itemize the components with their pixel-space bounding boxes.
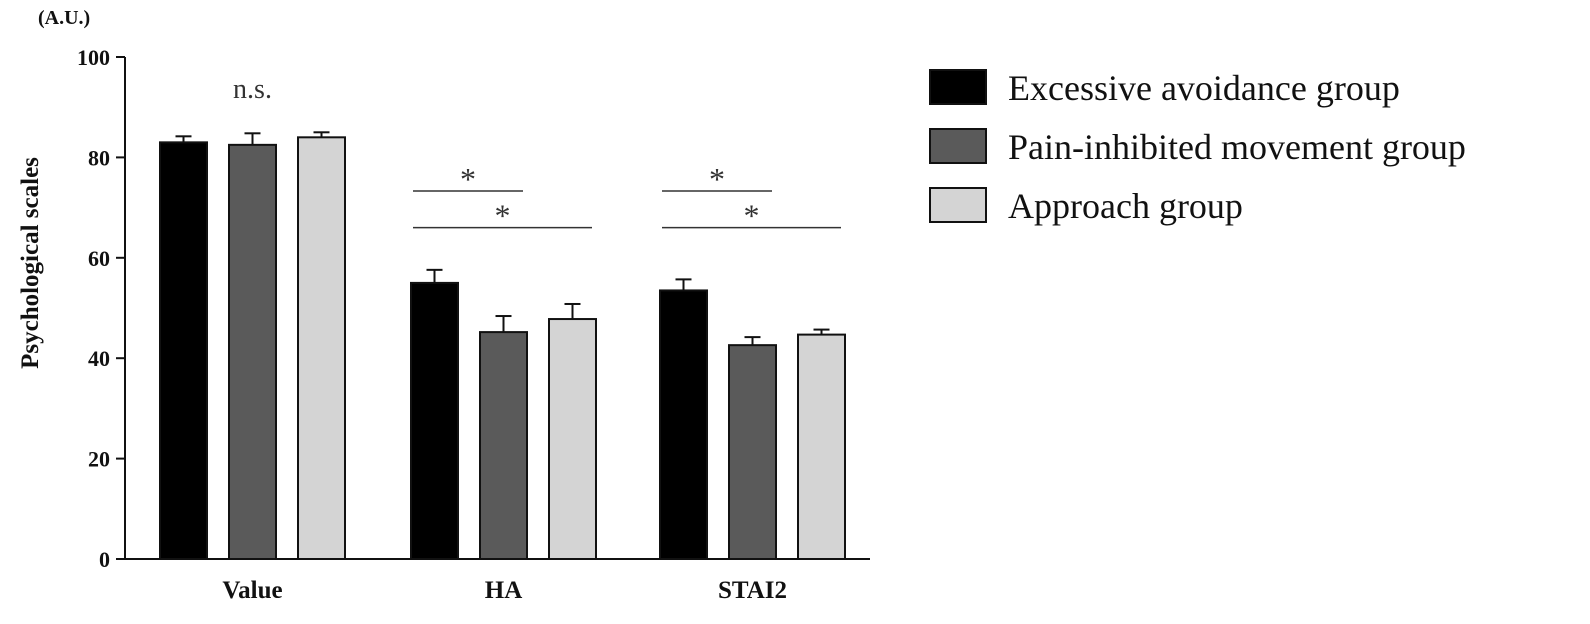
- significance-star: *: [744, 198, 760, 234]
- bar: [297, 136, 346, 560]
- y-axis-label: Psychological scales: [17, 157, 44, 369]
- y-tick-label: 60: [88, 246, 110, 271]
- legend-swatch: [929, 69, 987, 105]
- significance-star: *: [709, 161, 725, 197]
- bar: [728, 344, 777, 561]
- x-tick-label: Value: [222, 577, 282, 604]
- unit-label: (A.U.): [38, 7, 90, 29]
- ns-label: n.s.: [233, 74, 272, 105]
- bar: [548, 318, 597, 560]
- x-tick-label: HA: [485, 577, 523, 604]
- legend-label: Approach group: [1008, 186, 1243, 226]
- legend: Excessive avoidance group Pain-inhibited …: [929, 68, 1466, 226]
- bar: [479, 331, 528, 561]
- x-tick-label: STAI2: [718, 577, 787, 604]
- bar: [659, 289, 708, 560]
- bar: [228, 143, 277, 560]
- significance-star: *: [495, 198, 511, 234]
- legend-label: Pain-inhibited movement group: [1008, 127, 1466, 167]
- y-tick-label: 0: [99, 547, 110, 572]
- plot-area: 0 20 40 60 80 100 Value HA STAI2 n.s. * * * *: [77, 45, 870, 604]
- legend-label: Excessive avoidance group: [1008, 68, 1400, 108]
- y-tick-label: 100: [77, 45, 110, 70]
- bar: [410, 281, 459, 560]
- y-tick-label: 40: [88, 346, 110, 371]
- bar: [797, 333, 846, 560]
- legend-swatch: [929, 128, 987, 164]
- y-tick-label: 20: [88, 447, 110, 472]
- legend-swatch: [929, 187, 987, 223]
- significance-star: *: [460, 161, 476, 197]
- bar: [159, 141, 208, 560]
- y-tick-label: 80: [88, 145, 110, 170]
